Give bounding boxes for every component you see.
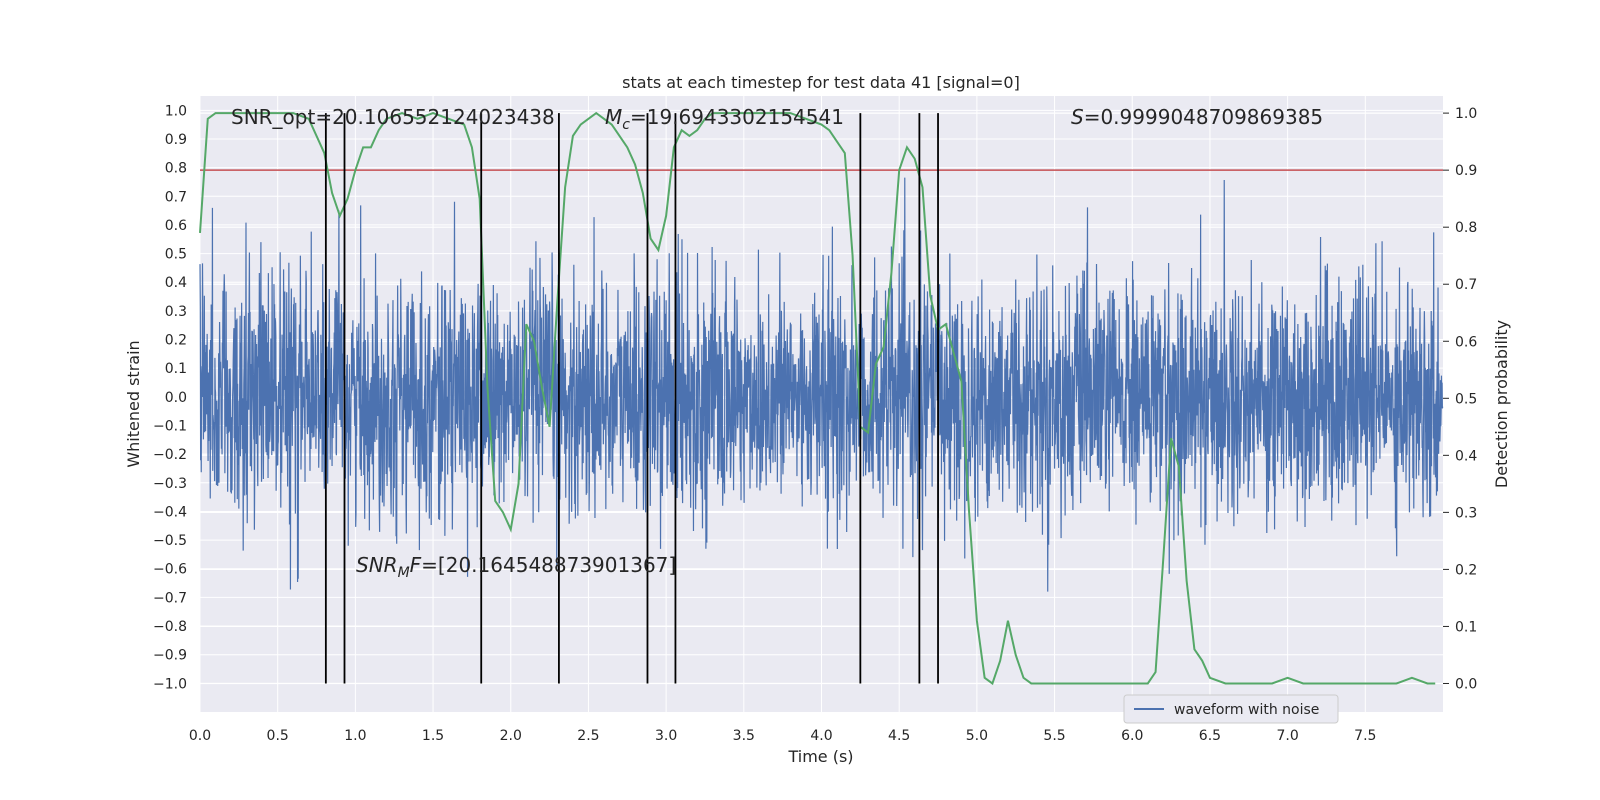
x-axis-label: Time (s) bbox=[787, 747, 853, 766]
detection-probability-line bbox=[199, 111, 1436, 686]
legend: waveform with noise bbox=[1123, 694, 1339, 724]
annotation-snr-mf-value: =[20.164548873901367] bbox=[421, 553, 676, 577]
y-left-tick-label: 0.3 bbox=[165, 304, 187, 320]
y-axis-right-ticks: 1.0 0.9 0.8 0.7 0.6 0.5 0.4 0.3 0.2 0.1 0.0 bbox=[1443, 106, 1477, 692]
x-tick-label: 0.5 bbox=[267, 728, 289, 744]
x-tick-label: 1.0 bbox=[344, 728, 366, 744]
chart-title: stats at each timestep for test data 41 … bbox=[622, 73, 1020, 92]
annotation-chirp-mass-symbol: M bbox=[605, 105, 622, 129]
y-left-tick-label: 0.4 bbox=[165, 275, 187, 291]
y-right-tick-label: 0.9 bbox=[1455, 163, 1477, 179]
y-right-tick-label: 0.5 bbox=[1455, 391, 1477, 407]
y-left-tick-label: −1.0 bbox=[153, 676, 187, 692]
legend-box bbox=[1123, 694, 1339, 724]
y-right-tick-label: 0.1 bbox=[1455, 619, 1477, 635]
x-tick-label: 6.0 bbox=[1121, 728, 1143, 744]
annotation-snr-mf-f: F bbox=[410, 553, 422, 577]
y-left-tick-label: −0.5 bbox=[153, 533, 187, 549]
y-right-tick-label: 0.3 bbox=[1455, 505, 1477, 521]
annotation-s-value: =0.9999048709869385 bbox=[1084, 105, 1323, 129]
x-tick-label: 4.0 bbox=[810, 728, 832, 744]
y-right-tick-label: 0.6 bbox=[1455, 334, 1477, 350]
annotation-snr-mf-symbol: SNR bbox=[356, 553, 398, 577]
x-tick-label: 3.0 bbox=[655, 728, 677, 744]
y-left-tick-label: −0.2 bbox=[153, 447, 187, 463]
legend-label-waveform: waveform with noise bbox=[1174, 702, 1319, 718]
x-tick-label: 2.5 bbox=[577, 728, 599, 744]
y-left-tick-label: 0.8 bbox=[165, 161, 187, 177]
annotation-chirp-mass-value: =19.6943302154541 bbox=[630, 105, 844, 129]
series-waveform-with-noise bbox=[199, 177, 1444, 592]
y-left-tick-label: 0.5 bbox=[165, 247, 187, 263]
y-right-tick-label: 0.0 bbox=[1455, 676, 1477, 692]
y-left-tick-label: −0.7 bbox=[153, 590, 187, 606]
y-left-tick-label: 0.6 bbox=[165, 218, 187, 234]
y-left-tick-label: 0.9 bbox=[165, 132, 187, 148]
y-left-tick-label: −0.3 bbox=[153, 476, 187, 492]
y-left-tick-label: 1.0 bbox=[165, 103, 187, 119]
annotation-snr-mf: SNRMF=[20.164548873901367] bbox=[356, 553, 676, 581]
x-tick-label: 0.0 bbox=[189, 728, 211, 744]
x-tick-label: 5.0 bbox=[966, 728, 988, 744]
annotation-snr-mf-subscript: M bbox=[398, 565, 410, 581]
y-left-tick-label: 0.2 bbox=[165, 333, 187, 349]
x-tick-label: 7.5 bbox=[1354, 728, 1376, 744]
annotation-chirp-mass-subscript: c bbox=[622, 117, 630, 133]
x-tick-label: 6.5 bbox=[1199, 728, 1221, 744]
x-tick-label: 7.0 bbox=[1276, 728, 1298, 744]
y-axis-left-ticks: 1.0 0.9 0.8 0.7 0.6 0.5 0.4 0.3 0.2 0.1 0.0 −0.1 −0.… bbox=[153, 103, 187, 692]
vertical-markers bbox=[324, 113, 939, 684]
annotation-snr-opt: SNR_opt=20.106552124023438 bbox=[231, 105, 555, 129]
x-tick-label: 3.5 bbox=[733, 728, 755, 744]
annotation-s-symbol: S bbox=[1071, 105, 1084, 129]
y-left-tick-label: 0.0 bbox=[165, 390, 187, 406]
y-left-tick-label: 0.7 bbox=[165, 189, 187, 205]
y-right-tick-label: 0.2 bbox=[1455, 562, 1477, 578]
y-right-tick-label: 0.7 bbox=[1455, 277, 1477, 293]
x-axis-ticks: 0.0 0.5 1.0 1.5 2.0 2.5 3.0 3.5 4.0 4.5 5.0 5.5 6.0 6… bbox=[189, 728, 1377, 744]
y-left-tick-label: −0.8 bbox=[153, 619, 187, 635]
x-tick-label: 1.5 bbox=[422, 728, 444, 744]
x-tick-label: 2.0 bbox=[500, 728, 522, 744]
y-right-tick-label: 0.8 bbox=[1455, 220, 1477, 236]
x-tick-label: 4.5 bbox=[888, 728, 910, 744]
annotation-chirp-mass: Mc=19.6943302154541 bbox=[605, 105, 844, 133]
series-detection-probability bbox=[199, 111, 1436, 686]
y-axis-left-label: Whitened strain bbox=[124, 340, 143, 467]
y-left-tick-label: −0.1 bbox=[153, 418, 187, 434]
waveform-noise-path bbox=[199, 177, 1444, 592]
y-axis-right-label: Detection probability bbox=[1492, 320, 1511, 488]
x-tick-label: 5.5 bbox=[1043, 728, 1065, 744]
y-right-tick-label: 1.0 bbox=[1455, 106, 1477, 122]
y-right-tick-label: 0.4 bbox=[1455, 448, 1477, 464]
y-left-tick-label: −0.9 bbox=[153, 648, 187, 664]
y-left-tick-label: 0.1 bbox=[165, 361, 187, 377]
annotation-s: S=0.9999048709869385 bbox=[1071, 105, 1323, 129]
y-left-tick-label: −0.6 bbox=[153, 562, 187, 578]
y-left-tick-label: −0.4 bbox=[153, 504, 187, 520]
